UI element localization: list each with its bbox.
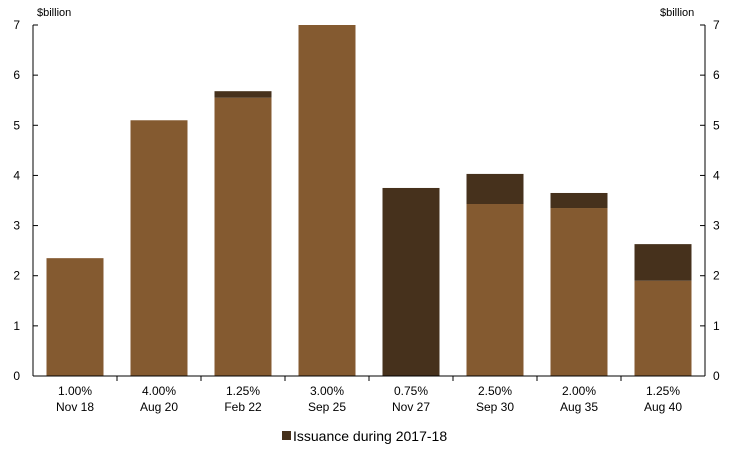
y-tick-label-right: 1: [713, 319, 720, 333]
bar-segment-issuance: [382, 187, 440, 376]
bar-segment-base: [634, 280, 692, 376]
bar-segment-issuance: [466, 173, 524, 205]
bar-segment-issuance: [214, 91, 272, 98]
y-tick-label-right: 7: [713, 18, 720, 32]
legend: Issuance during 2017-18: [282, 428, 447, 444]
y-tick-label-right: 3: [713, 219, 720, 233]
bar-segment-issuance: [634, 244, 692, 281]
y-tick-label-left: 5: [13, 118, 20, 132]
ticks-group: 0 0 1 1 2 2 3 3 4 4 5 5 6 6 7 7: [13, 18, 720, 383]
y-tick-label-right: 2: [713, 269, 720, 283]
y-tick-label-right: 5: [713, 118, 720, 132]
legend-swatch: [282, 431, 291, 440]
bar-segment-base: [466, 204, 524, 376]
category-label-maturity: Sep 25: [308, 400, 346, 414]
left-axis-unit: $billion: [37, 7, 71, 19]
y-tick-label-left: 1: [13, 319, 20, 333]
category-label-maturity: Nov 18: [56, 400, 94, 414]
category-label-coupon: 2.50%: [478, 384, 512, 398]
bar-segment-base: [550, 208, 608, 376]
category-label-coupon: 3.00%: [310, 384, 344, 398]
bar-segment-base: [298, 25, 356, 376]
y-tick-label-right: 6: [713, 68, 720, 82]
category-label-maturity: Feb 22: [224, 400, 262, 414]
y-tick-label-left: 6: [13, 68, 20, 82]
bar-segment-base: [46, 258, 104, 376]
category-label-coupon: 1.25%: [226, 384, 260, 398]
category-label-maturity: Aug 20: [140, 400, 178, 414]
y-tick-label-left: 0: [13, 369, 20, 383]
category-label-maturity: Nov 27: [392, 400, 430, 414]
y-tick-label-right: 4: [713, 168, 720, 182]
legend-label: Issuance during 2017-18: [293, 428, 447, 444]
category-label-coupon: 4.00%: [142, 384, 176, 398]
bar-segment-base: [130, 120, 188, 377]
category-label-coupon: 1.25%: [646, 384, 680, 398]
y-tick-label-left: 4: [13, 168, 20, 182]
category-label-maturity: Sep 30: [476, 400, 514, 414]
y-tick-label-right: 0: [713, 369, 720, 383]
category-label-coupon: 1.00%: [58, 384, 92, 398]
right-axis-unit: $billion: [660, 7, 694, 19]
category-label-coupon: 2.00%: [562, 384, 596, 398]
category-label-maturity: Aug 40: [644, 400, 682, 414]
bar-segment-issuance: [550, 192, 608, 209]
bars-group: [46, 25, 692, 377]
category-label-coupon: 0.75%: [394, 384, 428, 398]
y-tick-label-left: 2: [13, 269, 20, 283]
category-label-maturity: Aug 35: [560, 400, 598, 414]
category-labels-group: 1.00% Nov 18 4.00% Aug 20 1.25% Feb 22 3.00% Se…: [56, 384, 682, 414]
bar-segment-base: [214, 97, 272, 376]
y-tick-label-left: 3: [13, 219, 20, 233]
y-tick-label-left: 7: [13, 18, 20, 32]
